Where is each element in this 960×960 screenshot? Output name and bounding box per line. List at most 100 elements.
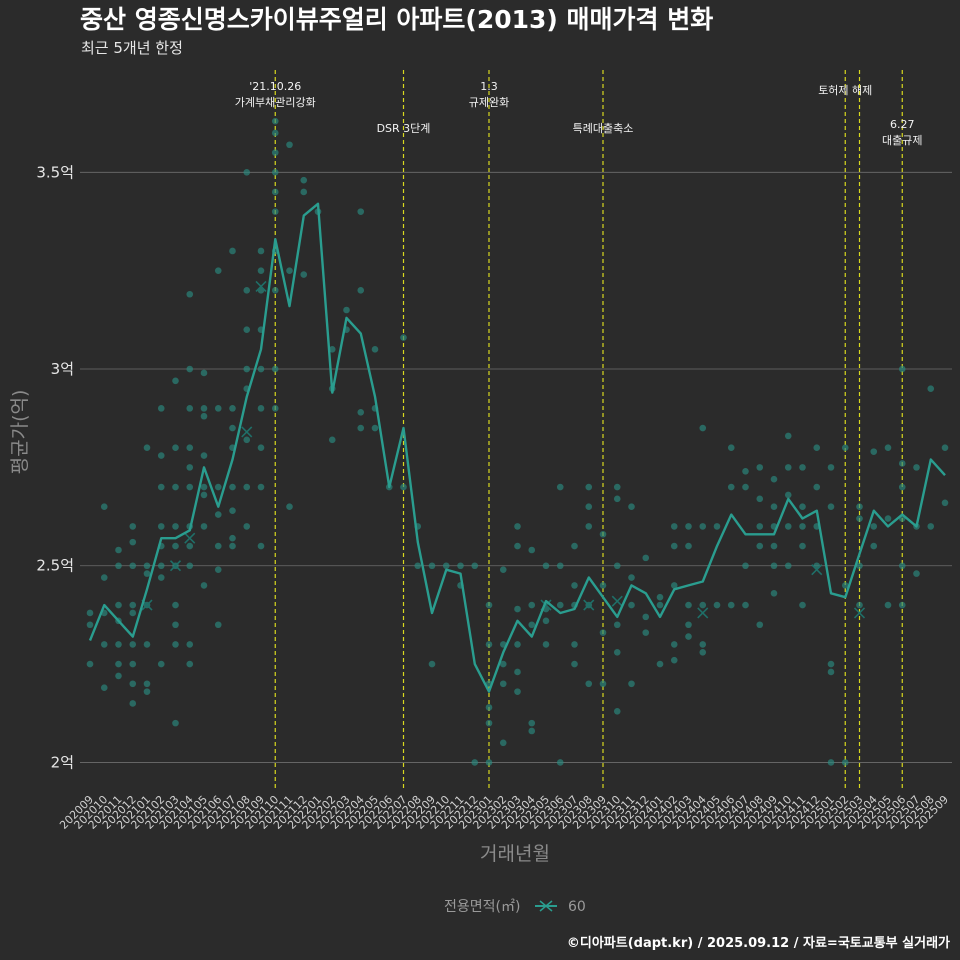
- scatter-point-51: [186, 562, 194, 570]
- scatter-point-254: [827, 464, 835, 471]
- scatter-point-232: [770, 542, 778, 550]
- scatter-point-182: [599, 629, 607, 636]
- scatter-point-66: [200, 405, 208, 412]
- scatter-point-69: [214, 566, 222, 573]
- event-label-1-0: DSR 3단계: [377, 122, 431, 135]
- scatter-point-38: [157, 405, 165, 412]
- scatter-point-132: [414, 562, 422, 570]
- scatter-point-221: [742, 601, 749, 609]
- scatter-point-117: [328, 436, 336, 444]
- scatter-point-162: [528, 546, 536, 554]
- scatter-point-17: [129, 660, 137, 668]
- chart-subtitle: 최근 5개년 한정: [81, 39, 183, 57]
- scatter-point-126: [371, 424, 379, 432]
- scatter-point-73: [214, 405, 222, 412]
- scatter-point-146: [485, 601, 493, 609]
- scatter-point-229: [756, 464, 764, 471]
- x-marker-2-b: [184, 532, 196, 544]
- y-tick-label-3: 3.5억: [36, 163, 74, 181]
- scatter-point-52: [186, 542, 194, 550]
- scatter-point-210: [685, 523, 692, 530]
- scatter-point-176: [585, 680, 593, 688]
- scatter-point-45: [172, 523, 179, 530]
- scatter-point-180: [585, 483, 593, 491]
- x-marker-3-b: [241, 426, 253, 438]
- scatter-point-119: [328, 346, 336, 353]
- scatter-point-149: [499, 660, 507, 668]
- scatter-point-48: [172, 377, 179, 385]
- scatter-point-259: [856, 562, 863, 570]
- scatter-point-115: [300, 176, 308, 184]
- scatter-point-243: [799, 523, 806, 530]
- scatter-point-6: [100, 574, 108, 581]
- scatter-point-193: [628, 574, 635, 581]
- scatter-point-99: [257, 247, 265, 255]
- x-marker-6: [583, 599, 595, 611]
- scatter-point-98: [257, 267, 265, 274]
- scatter-point-56: [186, 444, 194, 452]
- scatter-point-90: [243, 168, 251, 176]
- scatter-point-77: [229, 507, 236, 514]
- scatter-point-107: [271, 149, 279, 156]
- scatter-point-266: [884, 515, 892, 522]
- event-label-3-0: 특례대출축소: [573, 122, 634, 135]
- scatter-point-203: [670, 582, 678, 589]
- scatter-point-188: [613, 562, 621, 570]
- scatter-point-75: [229, 542, 236, 550]
- scatter-point-196: [642, 613, 650, 621]
- scatter-point-124: [357, 287, 365, 294]
- scatter-point-178: [585, 523, 593, 530]
- scatter-point-194: [628, 503, 635, 511]
- scatter-point-260: [856, 515, 863, 522]
- scatter-point-169: [556, 562, 564, 570]
- scatter-point-88: [243, 326, 251, 333]
- scatter-point-190: [613, 483, 621, 491]
- scatter-point-143: [485, 704, 493, 711]
- x-marker-8: [697, 607, 709, 619]
- x-marker-10: [853, 607, 866, 619]
- legend-x-swatch-b: [539, 900, 553, 912]
- scatter-point-181: [599, 680, 607, 688]
- scatter-point-72: [214, 483, 222, 491]
- scatter-point-54: [186, 483, 194, 491]
- scatter-point-49: [186, 660, 194, 668]
- scatter-point-208: [685, 601, 692, 609]
- scatter-point-216: [713, 601, 721, 609]
- scatter-point-138: [457, 562, 464, 570]
- scatter-point-37: [157, 452, 165, 459]
- scatter-point-152: [514, 688, 521, 695]
- scatter-point-197: [642, 554, 650, 562]
- scatter-point-231: [770, 562, 778, 570]
- scatter-point-225: [756, 621, 764, 629]
- scatter-point-9: [115, 660, 122, 668]
- scatter-point-22: [129, 538, 137, 546]
- scatter-point-110: [286, 503, 293, 511]
- scatter-point-142: [485, 719, 493, 727]
- scatter-point-154: [514, 641, 521, 648]
- scatter-point-64: [200, 452, 208, 459]
- scatter-point-74: [214, 267, 222, 274]
- scatter-point-191: [628, 680, 635, 688]
- scatter-point-122: [357, 424, 365, 432]
- scatter-point-161: [528, 601, 536, 609]
- scatter-point-228: [756, 495, 764, 503]
- scatter-point-113: [300, 271, 308, 278]
- scatter-point-68: [214, 621, 222, 629]
- scatter-point-100: [271, 405, 279, 412]
- scatter-point-14: [115, 546, 122, 554]
- scatter-point-186: [613, 648, 621, 656]
- x-marker-1-b: [169, 560, 182, 572]
- scatter-point-36: [157, 483, 165, 491]
- scatter-point-67: [200, 369, 208, 377]
- event-label-4-0: 토허제 해제: [818, 83, 872, 97]
- scatter-point-125: [357, 208, 365, 215]
- scatter-point-63: [200, 483, 208, 491]
- y-tick-label-2: 3억: [51, 360, 74, 378]
- scatter-point-104: [271, 208, 279, 215]
- scatter-point-141: [485, 759, 493, 766]
- y-tick-labels: 2억 2.5억 3억 3.5억: [36, 163, 74, 771]
- scatter-point-93: [257, 444, 265, 452]
- scatter-point-136: [442, 562, 450, 570]
- scatter-point-121: [343, 306, 350, 314]
- scatter-point-3: [100, 684, 108, 692]
